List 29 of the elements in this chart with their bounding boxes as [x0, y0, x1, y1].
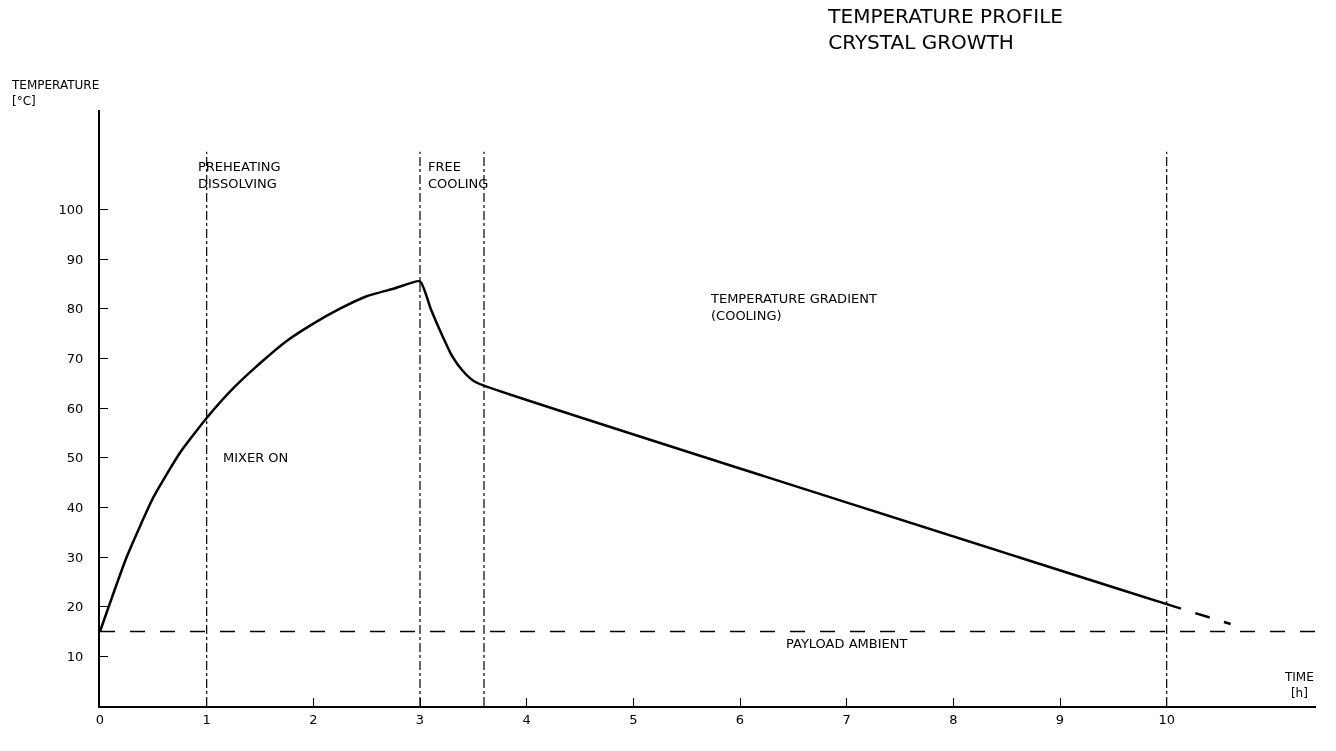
annotation: PREHEATING DISSOLVING — [198, 159, 281, 191]
x-tick-label: 9 — [1055, 711, 1065, 727]
ref-line-label: MIXER ON — [223, 450, 289, 465]
x-tick-label: 4 — [522, 711, 531, 727]
y-tick-label: 100 — [58, 201, 84, 217]
annotation: FREE COOLING — [428, 159, 489, 191]
x-tick-label: 1 — [202, 711, 211, 727]
ref-line-label: PAYLOAD AMBIENT — [786, 636, 908, 651]
y-tick-label: 60 — [66, 400, 84, 416]
x-tick-label: 5 — [629, 711, 638, 727]
y-tick-label: 20 — [66, 599, 84, 615]
x-tick-label: 6 — [735, 711, 745, 727]
x-tick-label: 3 — [415, 711, 425, 727]
y-tick-label: 10 — [66, 648, 84, 664]
y-axis-title: TEMPERATURE [°C] — [11, 78, 100, 108]
y-tick-label: 80 — [66, 301, 84, 317]
x-tick-label: 8 — [949, 711, 958, 727]
y-tick-label: 90 — [66, 251, 84, 267]
x-tick-label: 7 — [842, 711, 851, 727]
x-tick-label: 0 — [95, 711, 105, 727]
x-tick-label: 10 — [1158, 711, 1175, 727]
y-tick-label: 40 — [66, 499, 84, 515]
annotation: TEMPERATURE GRADIENT (COOLING) — [710, 291, 877, 323]
y-tick-label: 70 — [66, 350, 84, 366]
y-tick-label: 30 — [66, 549, 84, 565]
chart-title: TEMPERATURE PROFILE CRYSTAL GROWTH — [827, 3, 1063, 54]
x-axis-title: TIME [h] — [1284, 670, 1314, 700]
x-tick-label: 2 — [309, 711, 318, 727]
y-tick-label: 50 — [66, 450, 84, 466]
